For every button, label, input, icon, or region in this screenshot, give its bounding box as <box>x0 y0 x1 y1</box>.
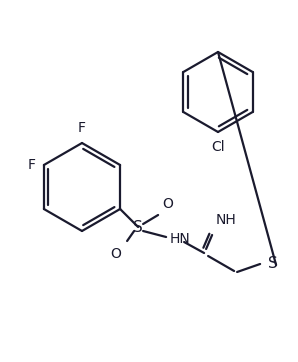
Text: S: S <box>133 219 143 235</box>
Text: S: S <box>268 256 278 270</box>
Text: NH: NH <box>216 213 237 227</box>
Text: Cl: Cl <box>211 140 225 154</box>
Text: O: O <box>162 197 173 211</box>
Text: F: F <box>28 158 36 172</box>
Text: F: F <box>78 121 86 135</box>
Text: O: O <box>110 247 121 261</box>
Text: HN: HN <box>170 232 191 246</box>
